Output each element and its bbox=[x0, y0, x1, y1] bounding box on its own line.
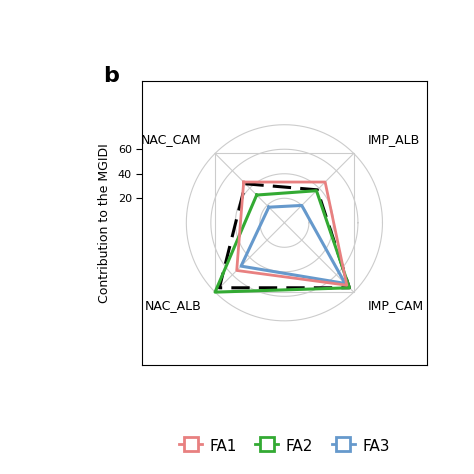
Text: IMP_ALB: IMP_ALB bbox=[368, 133, 420, 146]
Text: b: b bbox=[103, 66, 119, 86]
Y-axis label: Contribution to the MGIDI: Contribution to the MGIDI bbox=[98, 143, 111, 303]
Text: NAC_ALB: NAC_ALB bbox=[145, 300, 201, 312]
Text: NAC_CAM: NAC_CAM bbox=[141, 133, 201, 146]
Legend: FA1, FA2, FA3: FA1, FA2, FA3 bbox=[173, 431, 396, 462]
Text: IMP_CAM: IMP_CAM bbox=[368, 300, 424, 312]
